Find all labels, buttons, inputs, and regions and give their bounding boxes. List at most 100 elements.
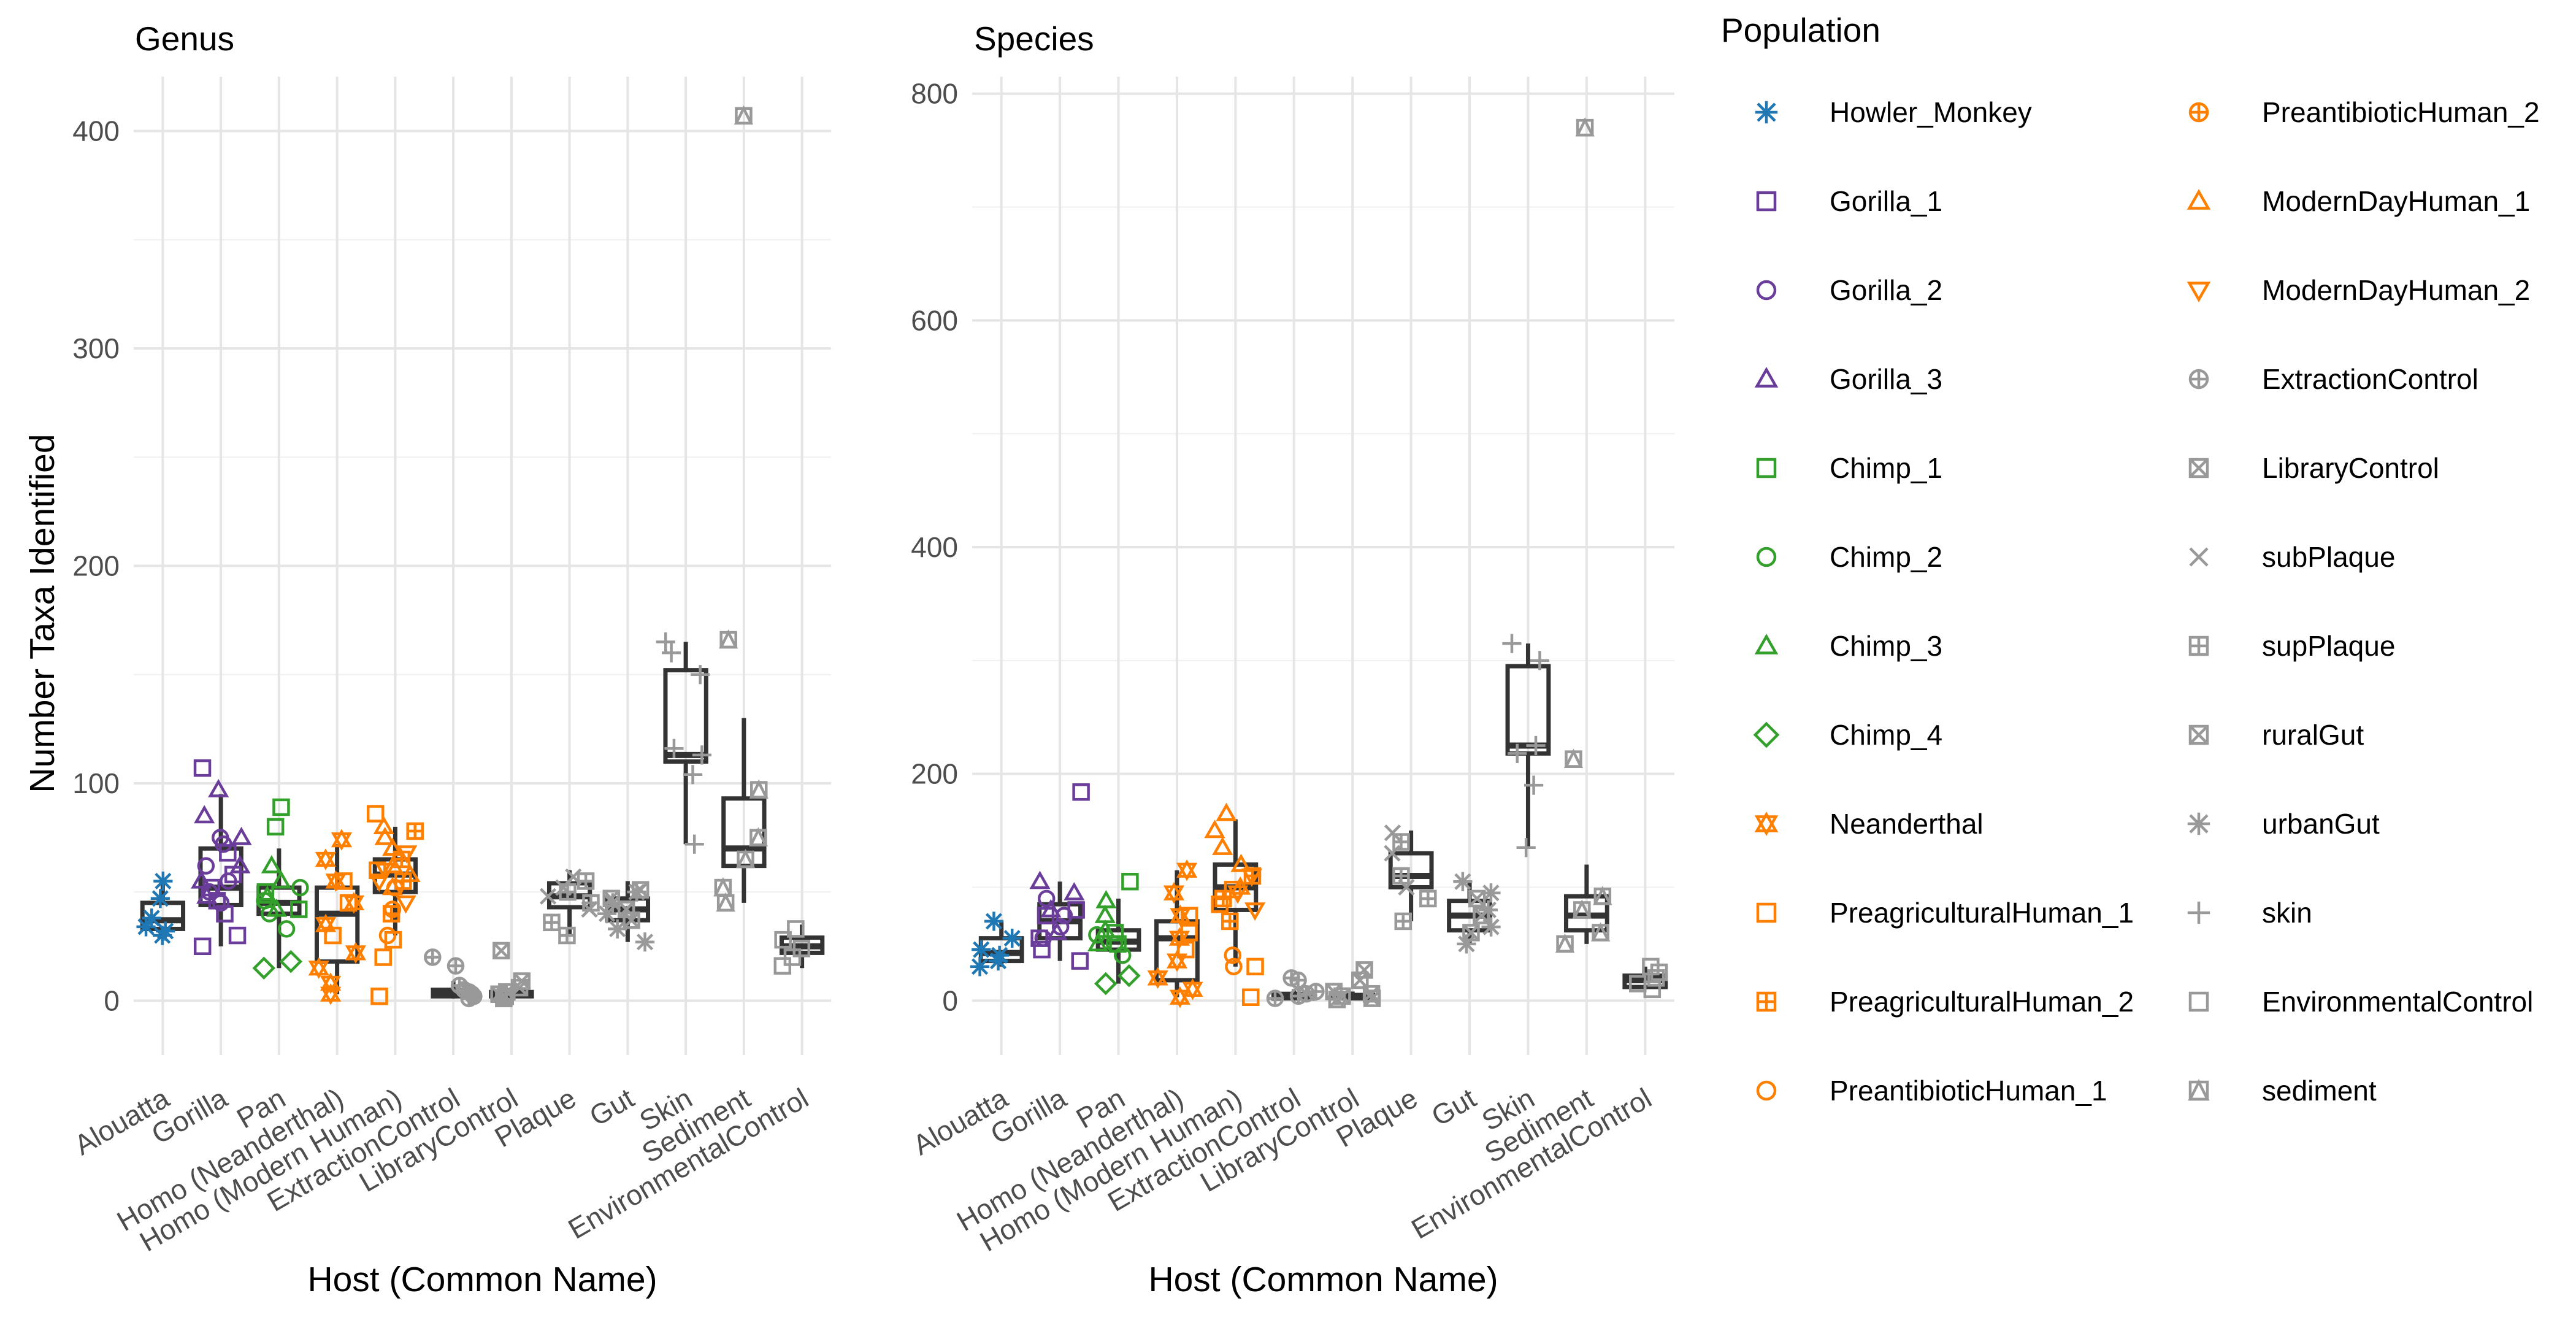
data-point (156, 921, 175, 941)
data-point (373, 816, 394, 834)
data-point (256, 885, 278, 904)
data-point (211, 829, 229, 846)
data-point (197, 857, 215, 875)
data-point (683, 765, 703, 785)
data-point (972, 940, 991, 959)
legend-label: ExtractionControl (2262, 363, 2478, 395)
data-point (493, 942, 510, 960)
legend-label: supPlaque (2262, 630, 2395, 662)
data-point (627, 882, 646, 902)
legend-item: supPlaque (2188, 630, 2395, 662)
data-point (692, 745, 711, 765)
legend-label: PreagriculturalHuman_2 (1830, 986, 2134, 1018)
legend-label: subPlaque (2262, 541, 2395, 573)
data-point (1147, 967, 1168, 989)
legend-item: subPlaque (2189, 541, 2395, 573)
data-point (1221, 912, 1239, 931)
data-point (142, 908, 161, 928)
data-point (150, 889, 170, 908)
legend-item: ruralGut (2188, 719, 2364, 751)
data-point (1170, 904, 1191, 927)
legend-label: ModernDayHuman_1 (2262, 185, 2530, 217)
data-point (656, 632, 675, 652)
data-point (191, 870, 212, 889)
data-point (345, 942, 366, 964)
data-point (266, 898, 288, 917)
data-point (792, 940, 811, 958)
legend-label: ModernDayHuman_2 (2262, 274, 2530, 306)
legend-key-icon (2187, 282, 2211, 302)
data-point (1176, 940, 1195, 959)
legend-key-icon (1754, 634, 1779, 654)
data-point (691, 665, 710, 685)
data-point (543, 913, 561, 932)
legend-key-icon (2188, 724, 2209, 745)
box-sediment (721, 718, 767, 903)
legend-item: PreantibioticHuman_2 (2188, 96, 2540, 128)
data-point (1244, 902, 1266, 921)
data-point (1508, 743, 1527, 763)
data-point (1046, 921, 1068, 940)
data-point (266, 818, 285, 836)
data-point (603, 893, 623, 913)
data-point (1216, 802, 1237, 821)
legend-label: urbanGut (2262, 808, 2380, 840)
data-point (1590, 922, 1611, 942)
y-tick-label: 0 (942, 984, 958, 1016)
gridlines (134, 77, 831, 1055)
data-point (1307, 983, 1325, 1000)
legend-key-icon (2188, 458, 2209, 478)
data-point (558, 926, 576, 945)
box-iqr (663, 668, 708, 764)
legend-key-icon (2189, 547, 2209, 567)
legend-item: LibraryControl (2188, 452, 2439, 484)
data-point (1214, 889, 1232, 908)
data-point (1033, 940, 1051, 959)
data-point (208, 778, 229, 797)
data-point (748, 827, 769, 846)
data-point (1282, 969, 1300, 987)
data-point (970, 957, 990, 977)
legend-label: sediment (2262, 1075, 2377, 1107)
legend-item: Neanderthal (1754, 808, 1984, 840)
data-point (1453, 872, 1473, 891)
data-point (1037, 889, 1056, 908)
y-tick-label: 300 (72, 332, 120, 364)
y-tick-label: 0 (104, 984, 120, 1016)
y-tick-label: 800 (911, 78, 958, 110)
data-point (1182, 978, 1203, 1000)
data-point (1064, 881, 1085, 900)
data-point (513, 972, 531, 990)
data-point (661, 643, 681, 662)
legend-label: PreantibioticHuman_1 (1830, 1075, 2107, 1107)
y-tick-label: 200 (72, 550, 120, 582)
data-point (378, 926, 397, 945)
data-point (374, 948, 393, 966)
data-point (713, 877, 733, 897)
data-point (684, 834, 704, 854)
legend-key-icon (1756, 191, 1777, 212)
data-point (1593, 886, 1612, 905)
legend-label: Chimp_4 (1830, 719, 1942, 751)
legend-item: ModernDayHuman_1 (2187, 185, 2530, 217)
data-point (193, 759, 212, 777)
data-point (1502, 634, 1522, 653)
legend-key-icon (2187, 812, 2210, 835)
data-point (335, 872, 353, 890)
data-point (291, 878, 309, 897)
data-point (774, 931, 792, 949)
data-point (424, 948, 442, 966)
data-point (1106, 924, 1124, 942)
boxplots (978, 643, 1668, 1001)
data-point (1088, 926, 1106, 944)
data-point (231, 826, 252, 845)
data-point (272, 798, 290, 816)
legend-key-icon (1756, 547, 1777, 567)
legend-item: PreagriculturalHuman_2 (1756, 986, 2134, 1018)
data-point (1355, 961, 1373, 979)
data-point (1392, 833, 1410, 851)
data-point (320, 972, 342, 994)
legend-item: Howler_Monkey (1755, 96, 2032, 128)
